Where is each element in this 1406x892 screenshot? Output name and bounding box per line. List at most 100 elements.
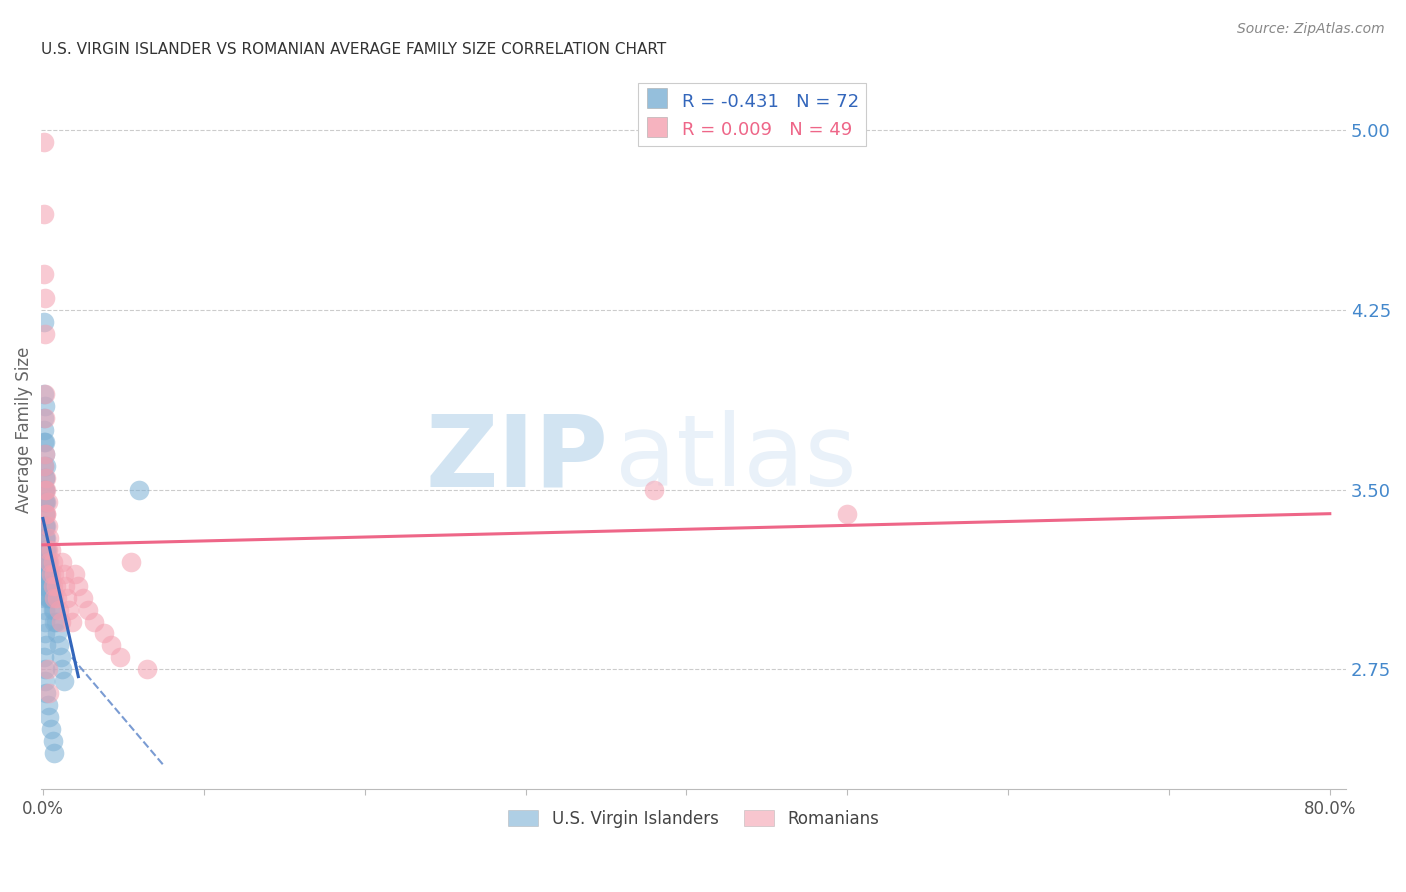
Point: [37, 591, 59, 605]
Point: [34, 291, 56, 305]
Point: [39, 591, 62, 605]
Point: [46, 626, 69, 640]
Point: [34, 483, 56, 497]
Point: [34, 507, 56, 521]
Point: [34, 602, 56, 616]
Point: [48, 602, 70, 616]
Point: [34, 434, 56, 449]
Point: [32, 387, 55, 401]
Point: [34, 387, 56, 401]
Point: [45, 578, 67, 592]
Point: [41, 555, 63, 569]
Point: [34, 542, 56, 557]
Point: [837, 507, 859, 521]
Point: [35, 471, 58, 485]
Point: [32, 410, 55, 425]
Point: [60, 615, 83, 629]
Point: [35, 507, 58, 521]
Point: [32, 207, 55, 221]
Point: [32, 458, 55, 473]
Point: [34, 518, 56, 533]
Point: [136, 662, 159, 676]
Point: [32, 434, 55, 449]
Point: [34, 615, 56, 629]
Point: [34, 555, 56, 569]
Point: [34, 507, 56, 521]
Point: [46, 591, 69, 605]
Point: [34, 399, 56, 413]
Point: [35, 555, 58, 569]
Point: [35, 686, 58, 700]
Point: [34, 518, 56, 533]
Point: [39, 566, 62, 581]
Point: [38, 578, 60, 592]
Point: [41, 578, 63, 592]
Point: [34, 674, 56, 689]
Point: [52, 566, 75, 581]
Point: [37, 566, 59, 581]
Point: [37, 555, 59, 569]
Point: [37, 578, 59, 592]
Point: [34, 662, 56, 676]
Point: [37, 662, 59, 676]
Point: [35, 483, 58, 497]
Point: [49, 615, 72, 629]
Text: atlas: atlas: [616, 410, 858, 507]
Point: [35, 542, 58, 557]
Point: [120, 555, 142, 569]
Point: [44, 602, 66, 616]
Point: [41, 591, 63, 605]
Point: [32, 483, 55, 497]
Point: [41, 734, 63, 748]
Point: [44, 746, 66, 760]
Point: [35, 542, 58, 557]
Point: [35, 566, 58, 581]
Point: [58, 602, 80, 616]
Point: [34, 471, 56, 485]
Point: [37, 518, 59, 533]
Point: [35, 531, 58, 545]
Point: [108, 650, 131, 665]
Point: [38, 531, 60, 545]
Point: [32, 578, 55, 592]
Point: [35, 494, 58, 508]
Point: [51, 555, 73, 569]
Point: [44, 566, 66, 581]
Point: [32, 650, 55, 665]
Point: [128, 483, 150, 497]
Point: [39, 542, 62, 557]
Point: [32, 315, 55, 329]
Point: [63, 566, 86, 581]
Point: [643, 483, 665, 497]
Point: [39, 578, 62, 592]
Text: U.S. VIRGIN ISLANDER VS ROMANIAN AVERAGE FAMILY SIZE CORRELATION CHART: U.S. VIRGIN ISLANDER VS ROMANIAN AVERAGE…: [41, 42, 666, 57]
Point: [51, 662, 73, 676]
Point: [55, 578, 77, 592]
Point: [34, 531, 56, 545]
Point: [93, 626, 115, 640]
Point: [32, 136, 55, 150]
Point: [32, 591, 55, 605]
Point: [34, 410, 56, 425]
Point: [35, 555, 58, 569]
Point: [35, 566, 58, 581]
Point: [38, 710, 60, 724]
Point: [45, 615, 67, 629]
Point: [34, 494, 56, 508]
Point: [35, 507, 58, 521]
Point: [44, 615, 66, 629]
Point: [35, 458, 58, 473]
Point: [34, 483, 56, 497]
Point: [32, 494, 55, 508]
Point: [48, 639, 70, 653]
Point: [34, 471, 56, 485]
Point: [52, 674, 75, 689]
Point: [38, 566, 60, 581]
Point: [32, 423, 55, 437]
Point: [67, 578, 90, 592]
Point: [44, 591, 66, 605]
Point: [56, 591, 79, 605]
Point: [32, 267, 55, 281]
Point: [37, 494, 59, 508]
Point: [35, 578, 58, 592]
